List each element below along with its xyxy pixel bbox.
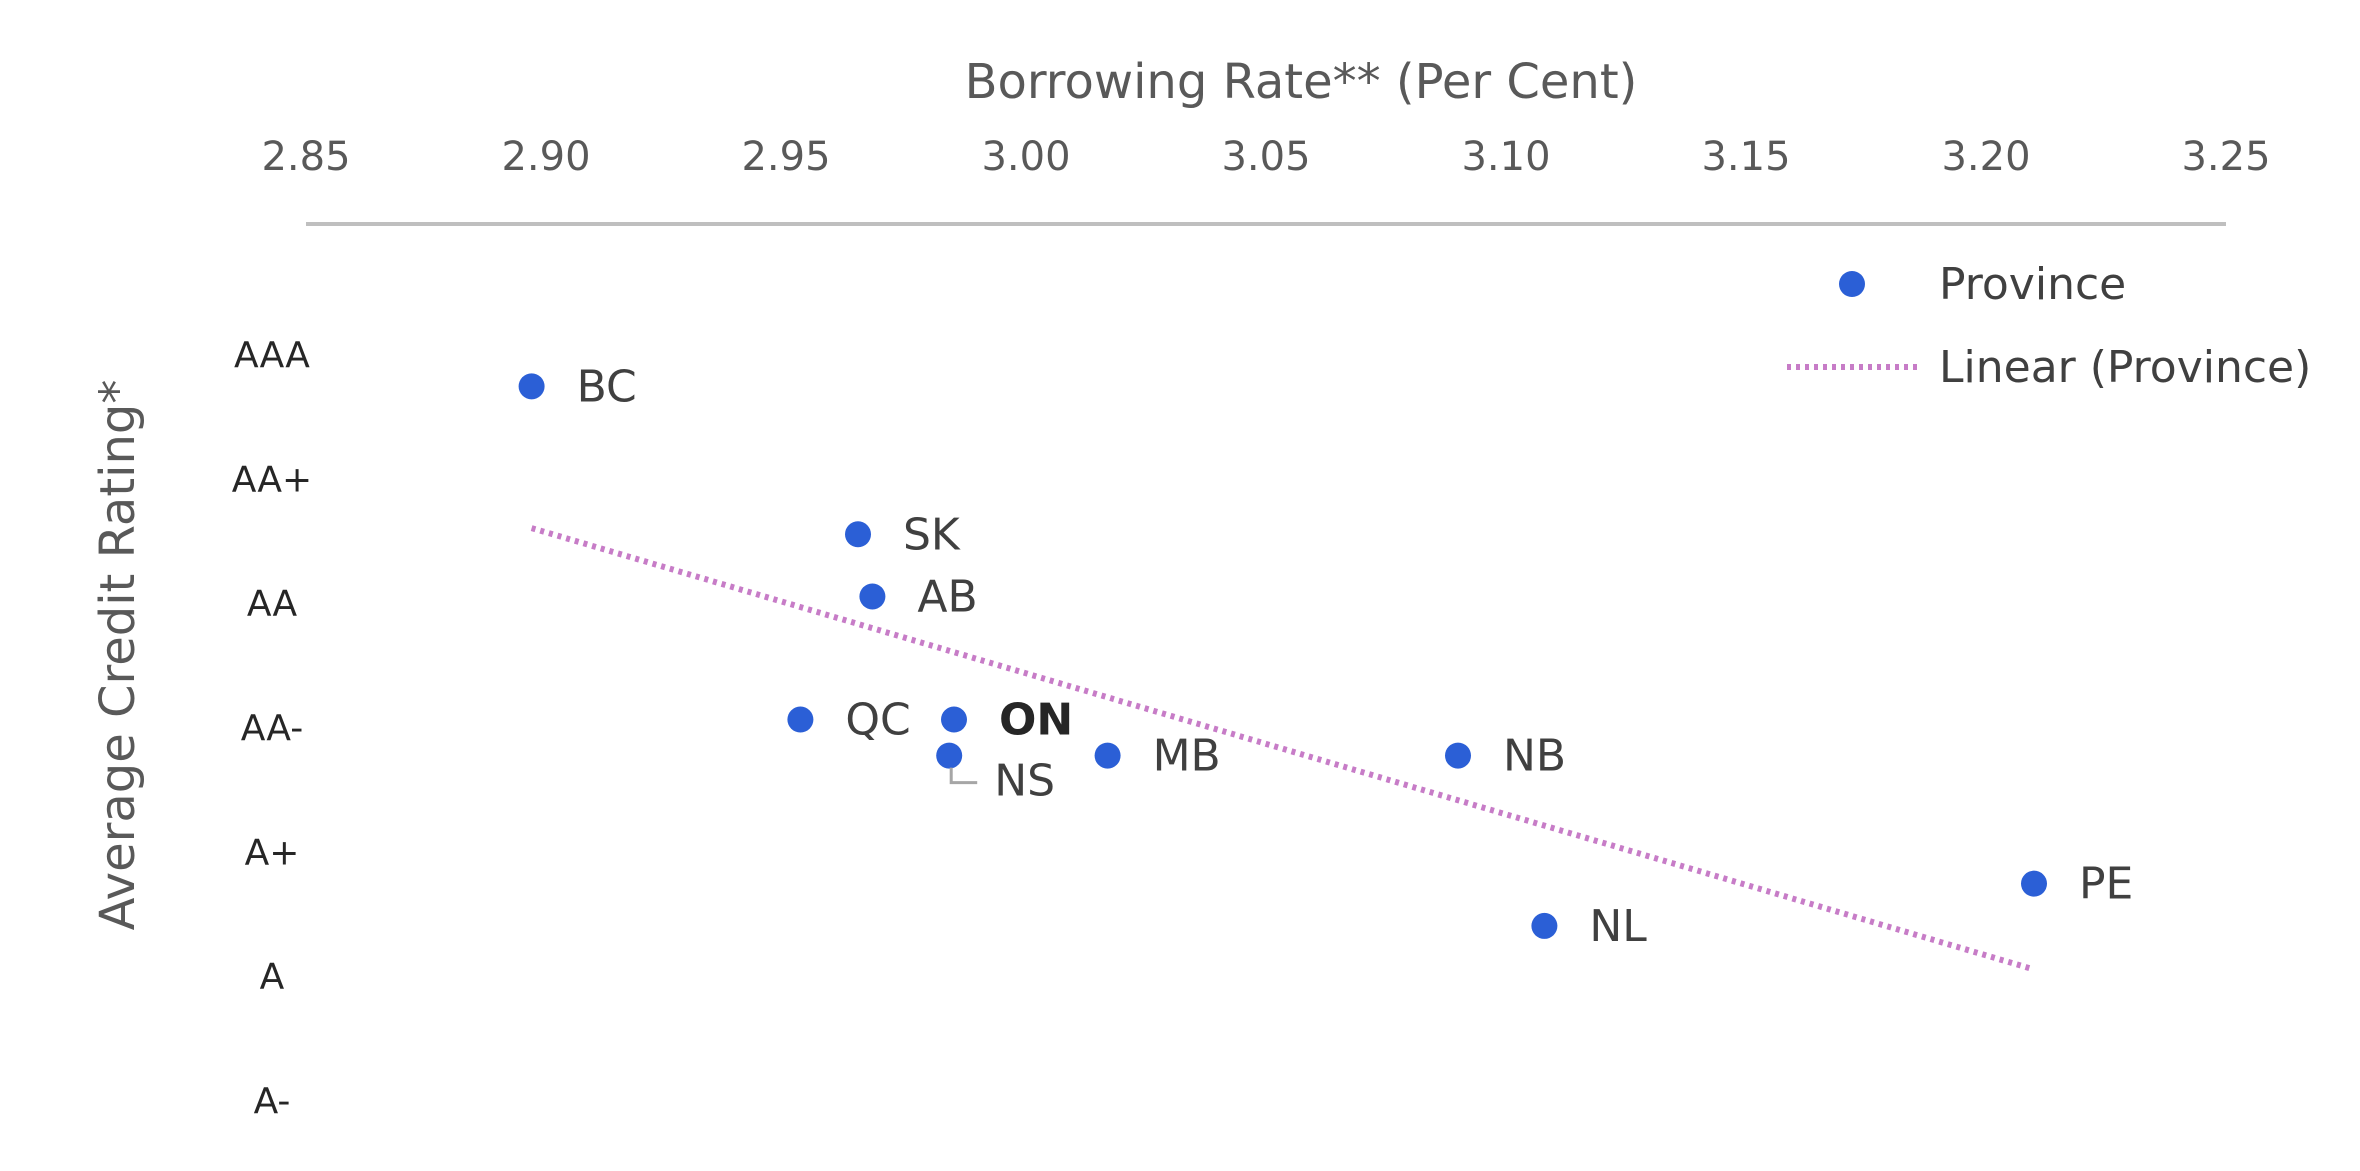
y-axis-title: Average Credit Rating*	[90, 380, 146, 931]
x-tick-label: 3.20	[1941, 134, 2030, 180]
x-tick-label: 2.85	[261, 134, 350, 180]
y-tick-label: AA	[247, 584, 298, 625]
legend-marker-province	[1839, 271, 1865, 297]
legend-label-province: Province	[1939, 259, 2126, 310]
x-tick-label: 3.05	[1221, 134, 1310, 180]
data-point-mb	[1094, 742, 1121, 769]
trendline	[530, 525, 2035, 973]
data-point-sk	[845, 521, 871, 548]
trendline-layer	[530, 525, 2035, 973]
y-tick-label: AA+	[232, 459, 312, 500]
x-tick-label: 2.95	[741, 134, 830, 180]
data-point-nl	[1531, 912, 1558, 939]
data-point-pe	[2021, 870, 2047, 897]
y-tick-label: A	[260, 957, 285, 998]
data-label-nl: NL	[1589, 901, 1647, 952]
data-label-qc: QC	[845, 695, 910, 746]
data-point-on	[941, 706, 967, 733]
y-tick-label: A+	[245, 832, 300, 873]
legend-label-trendline: Linear (Province)	[1939, 342, 2311, 393]
data-point-ns	[936, 742, 963, 769]
x-tick-label: 2.90	[501, 134, 590, 180]
data-label-pe: PE	[2079, 859, 2133, 910]
data-point-bc	[518, 373, 545, 400]
x-tick-label: 3.25	[2181, 134, 2270, 180]
data-label-ns: NS	[994, 756, 1055, 807]
x-tick-label: 3.00	[981, 134, 1070, 180]
y-tick-label: AA-	[241, 708, 303, 749]
data-label-on: ON	[999, 695, 1073, 746]
x-axis-ticks: 2.85 2.90 2.95 3.00 3.05 3.10 3.15 3.20 3.25	[261, 134, 2270, 180]
data-label-ab: AB	[917, 571, 977, 622]
data-point-qc	[787, 706, 814, 733]
data-point-ab	[859, 583, 886, 610]
data-label-mb: MB	[1153, 731, 1221, 782]
legend: Province Linear (Province)	[1787, 259, 2311, 393]
x-tick-label: 3.10	[1461, 134, 1550, 180]
data-label-sk: SK	[903, 509, 961, 560]
leader-line	[949, 767, 978, 785]
x-tick-label: 3.15	[1701, 134, 1790, 180]
data-points-layer: BC SK AB QC ON NS MB NB PE NL	[518, 361, 2133, 952]
y-tick-label: AAA	[234, 335, 310, 376]
data-label-bc: BC	[577, 361, 637, 412]
data-point-nb	[1445, 742, 1471, 769]
x-axis-title: Borrowing Rate** (Per Cent)	[965, 54, 1638, 110]
y-tick-label: A-	[254, 1081, 291, 1122]
data-label-nb: NB	[1503, 731, 1566, 782]
